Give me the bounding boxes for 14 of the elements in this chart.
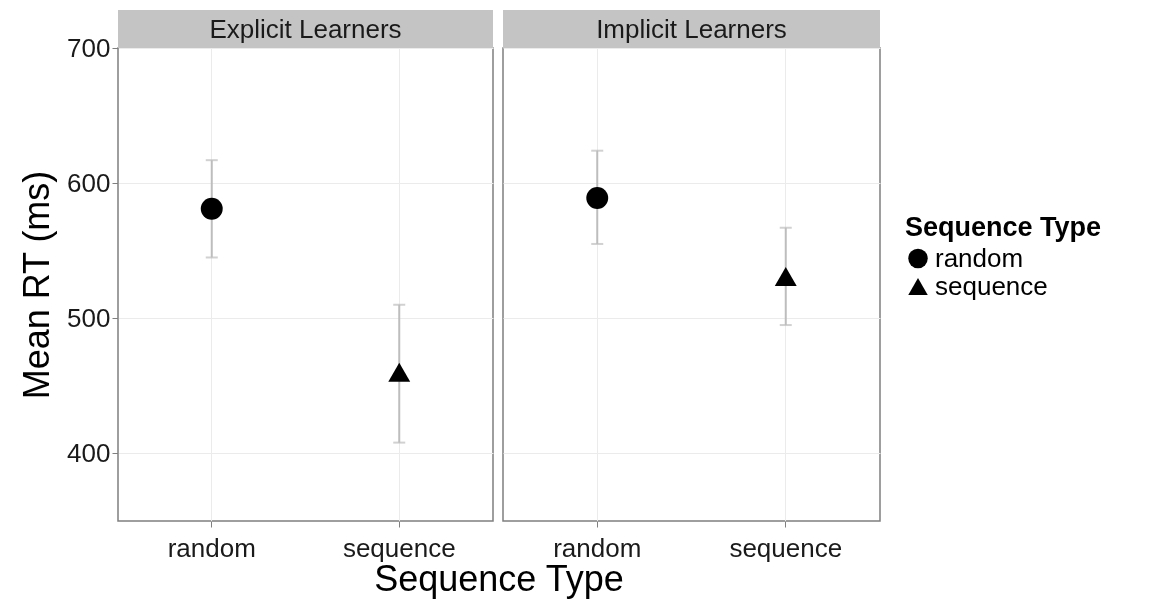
x-tick-label: sequence xyxy=(342,532,456,563)
legend-label: random xyxy=(935,242,1024,273)
legend-label: sequence xyxy=(935,270,1048,301)
y-tick-label: 500 xyxy=(67,302,111,333)
y-tick-label: 400 xyxy=(67,437,111,468)
chart-title: Explicit Learners xyxy=(118,10,493,48)
y-tick-label: 600 xyxy=(67,167,111,198)
legend-title: Sequence Type xyxy=(905,211,1102,242)
y-axis-title: Mean RT (ms) xyxy=(16,170,58,400)
x-tick-label: random xyxy=(167,532,256,563)
y-tick-label: 700 xyxy=(67,32,111,63)
x-tick-label: random xyxy=(553,532,642,563)
chart-title: Implicit Learners xyxy=(503,10,880,48)
x-tick-label: sequence xyxy=(729,532,843,563)
